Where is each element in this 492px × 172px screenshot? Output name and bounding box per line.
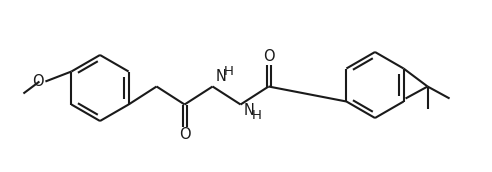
Text: N: N	[244, 103, 254, 118]
Text: H: H	[223, 65, 233, 78]
Text: N: N	[215, 69, 226, 84]
Text: H: H	[251, 109, 261, 122]
Text: O: O	[263, 49, 275, 64]
Text: O: O	[32, 74, 43, 89]
Text: O: O	[179, 127, 190, 142]
